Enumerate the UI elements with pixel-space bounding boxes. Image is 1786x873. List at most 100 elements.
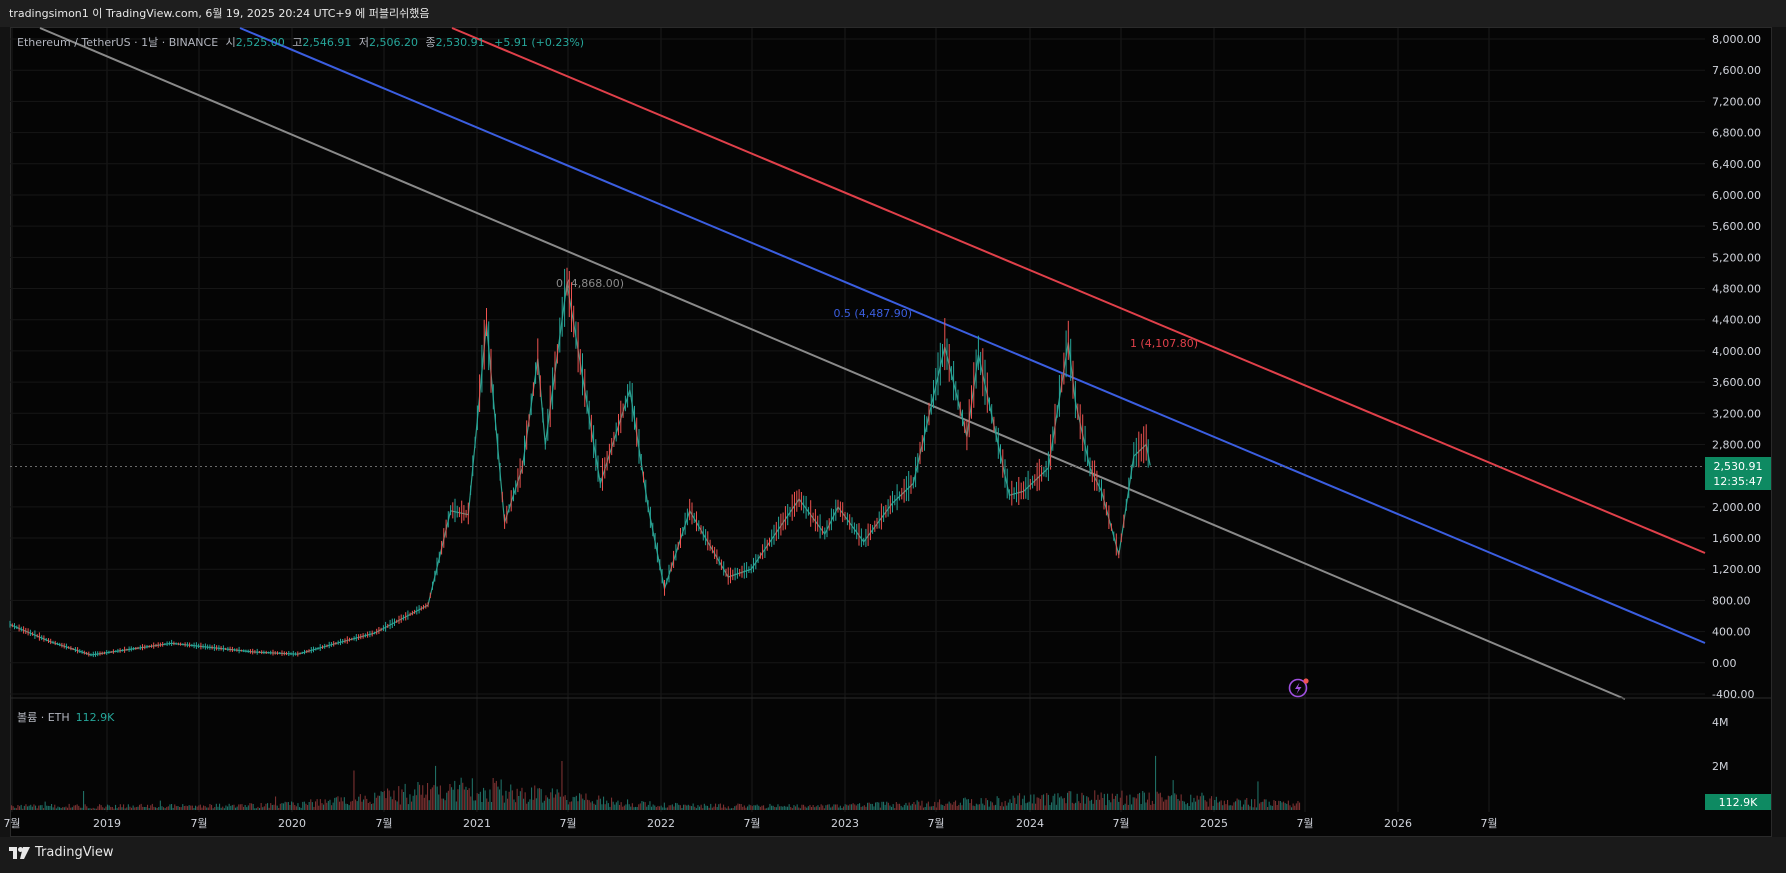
volume-bar [1150, 804, 1152, 810]
volume-bar [1187, 803, 1189, 810]
close-label: 종 [425, 36, 436, 49]
volume-bar [643, 801, 645, 810]
y-tick-label: 3,600.00 [1712, 376, 1761, 389]
volume-bar [967, 799, 969, 810]
volume-bar [1263, 799, 1265, 810]
volume-badge-value: 112.9K [1719, 796, 1758, 809]
volume-bar [692, 803, 694, 810]
volume-bar [975, 803, 977, 810]
volume-bar [1099, 799, 1101, 810]
volume-bar [603, 796, 605, 810]
volume-bar [171, 804, 173, 810]
volume-bar [1179, 800, 1181, 810]
volume-bar [420, 794, 422, 810]
volume-bar [247, 805, 249, 810]
volume-bar [124, 808, 126, 810]
chart-pane[interactable] [10, 27, 1772, 837]
volume-bar [1060, 796, 1062, 810]
volume-bar [334, 797, 336, 810]
volume-bar [78, 805, 80, 810]
x-tick-label: 2019 [93, 817, 121, 830]
volume-bar [427, 783, 429, 810]
footer-bar [0, 837, 1786, 873]
volume-bar [191, 805, 193, 810]
volume-bar [483, 787, 485, 810]
volume-bar [1092, 803, 1094, 810]
close-value: 2,530.91 [435, 36, 485, 49]
price-badge [1705, 457, 1771, 490]
lightning-icon[interactable] [1288, 678, 1309, 698]
tradingview-brand[interactable]: TradingView [9, 845, 114, 860]
volume-bar [908, 802, 910, 810]
volume-bar [103, 808, 105, 810]
volume-bar [756, 804, 758, 810]
fib-label: 0.5 (4,487.90) [833, 307, 912, 320]
volume-bar [326, 802, 328, 810]
volume-bar [897, 803, 899, 810]
volume-bar [652, 804, 654, 810]
volume-bar [977, 804, 979, 810]
volume-bar [1143, 792, 1145, 810]
volume-bar [479, 791, 481, 810]
volume-bar [363, 799, 365, 810]
volume-bar [105, 806, 107, 810]
volume-bar [633, 807, 635, 810]
volume-bar [1247, 804, 1249, 810]
volume-bar [182, 804, 184, 810]
volume-bar [1105, 805, 1107, 810]
volume-bar [531, 787, 533, 810]
volume-bar [380, 791, 382, 810]
volume-bar [835, 804, 837, 810]
fib-line-0-5[interactable] [239, 27, 1706, 644]
volume-bar [783, 805, 785, 810]
volume-bar [1108, 800, 1110, 810]
volume-bar [684, 804, 686, 810]
volume-bar [369, 801, 371, 810]
volume-bar [430, 789, 432, 810]
volume-bar [371, 804, 373, 810]
fib-line-0[interactable] [39, 27, 1626, 700]
volume-bar [1100, 792, 1102, 810]
volume-bar [1251, 799, 1253, 810]
volume-bar [468, 788, 470, 810]
volume-bar [252, 804, 254, 810]
volume-bar [1126, 795, 1128, 810]
volume-bar [1110, 802, 1112, 810]
fib-line-1[interactable] [451, 27, 1706, 554]
volume-bar [1275, 801, 1277, 810]
volume-bar [831, 806, 833, 810]
volume-bar [417, 782, 419, 810]
volume-bar [799, 808, 801, 810]
volume-bar [1172, 780, 1174, 810]
volume-bar [713, 806, 715, 810]
volume-bar [329, 799, 331, 810]
volume-bar [342, 801, 344, 810]
volume-bar [55, 808, 57, 810]
volume-bar [502, 795, 504, 810]
volume-bar [159, 800, 161, 810]
volume-bar [1049, 805, 1051, 810]
volume-legend: 볼륨 · ETH 112.9K [17, 709, 114, 725]
volume-bar [534, 785, 536, 810]
volume-bar [903, 804, 905, 810]
volume-bar [443, 798, 445, 810]
volume-bar [694, 806, 696, 810]
high-label: 고 [292, 36, 303, 49]
volume-bar [321, 803, 323, 810]
volume-bar [508, 791, 510, 810]
volume-bar [1183, 801, 1185, 810]
volume-bar [467, 790, 469, 810]
volume-bar [268, 807, 270, 810]
volume-bar [422, 785, 424, 810]
volume-bar [140, 803, 142, 810]
volume-bar [1118, 801, 1120, 810]
volume-bar [1011, 803, 1013, 810]
volume-bar [79, 807, 81, 810]
volume-bar [33, 804, 35, 810]
volume-bar [943, 806, 945, 810]
volume-bar [830, 807, 832, 810]
volume-bar [910, 805, 912, 810]
volume-bar [1271, 805, 1273, 810]
volume-bar [1007, 802, 1009, 810]
